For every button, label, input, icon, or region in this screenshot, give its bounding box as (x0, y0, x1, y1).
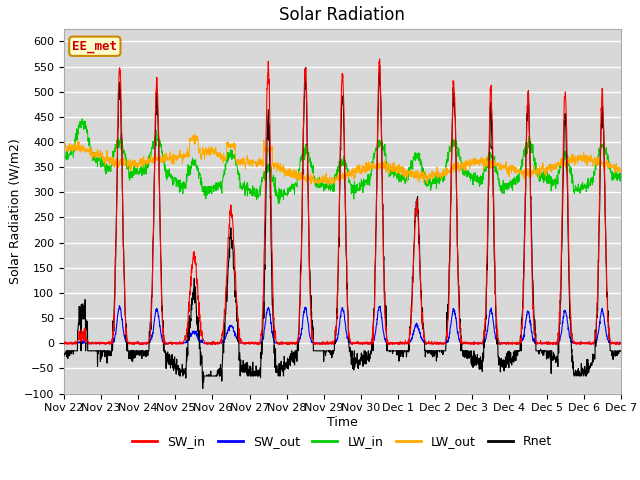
Text: EE_met: EE_met (72, 40, 117, 53)
X-axis label: Time: Time (327, 416, 358, 429)
Legend: SW_in, SW_out, LW_in, LW_out, Rnet: SW_in, SW_out, LW_in, LW_out, Rnet (127, 430, 557, 453)
Title: Solar Radiation: Solar Radiation (280, 6, 405, 24)
Y-axis label: Solar Radiation (W/m2): Solar Radiation (W/m2) (8, 138, 21, 284)
